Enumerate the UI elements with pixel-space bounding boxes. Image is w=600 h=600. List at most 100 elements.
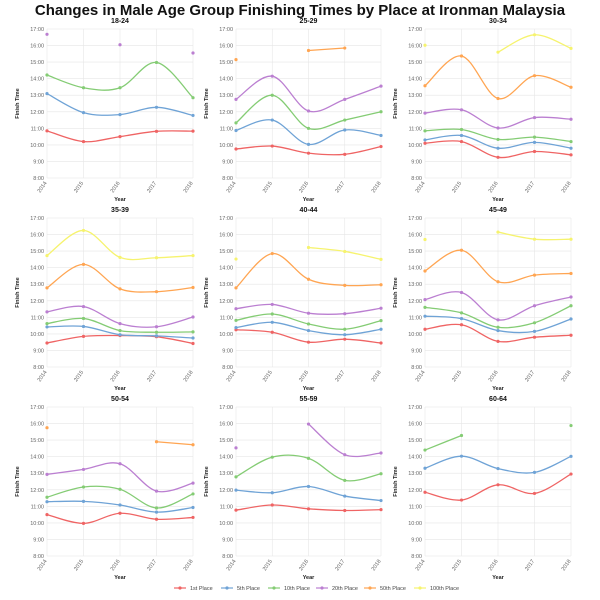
y-tick-label: 9:00	[33, 348, 44, 354]
data-point	[569, 146, 573, 150]
data-point	[423, 138, 427, 142]
data-point	[234, 307, 238, 311]
data-point	[423, 269, 427, 273]
x-tick-label: 2018	[561, 559, 573, 572]
data-point	[191, 113, 195, 118]
x-tick-label: 2018	[183, 181, 195, 194]
y-tick-label: 8:00	[33, 554, 44, 560]
y-tick-label: 14:00	[219, 266, 233, 272]
data-point	[234, 318, 238, 322]
series-line-50th-place	[308, 47, 345, 52]
data-point	[532, 149, 537, 154]
data-point	[343, 97, 347, 101]
panel-title: 50-54	[111, 396, 129, 403]
y-tick-label: 9:00	[222, 348, 233, 354]
data-point	[191, 336, 195, 340]
y-tick-label: 11:00	[31, 504, 44, 510]
x-tick-label: 2014	[37, 370, 49, 383]
data-point	[154, 330, 159, 334]
data-point	[496, 466, 500, 471]
y-tick-label: 15:00	[30, 438, 44, 444]
x-tick-label: 2016	[110, 559, 122, 572]
y-tick-label: 11:00	[220, 504, 233, 510]
data-point	[270, 93, 274, 97]
y-tick-label: 15:00	[219, 60, 233, 66]
data-point	[532, 491, 537, 496]
data-point	[306, 142, 311, 146]
data-point	[270, 330, 274, 334]
y-tick-label: 10:00	[30, 143, 44, 149]
data-point	[234, 121, 238, 125]
data-point	[343, 46, 347, 50]
y-tick-label: 10:00	[30, 521, 44, 527]
x-axis-label: Year	[114, 197, 126, 203]
y-tick-label: 17:00	[219, 27, 233, 33]
data-point	[118, 287, 122, 291]
data-point	[459, 498, 464, 502]
y-tick-label: 12:00	[30, 110, 44, 116]
data-point	[496, 96, 500, 101]
data-point	[496, 280, 500, 284]
data-point	[532, 33, 537, 37]
data-point	[154, 440, 159, 444]
y-tick-label: 16:00	[219, 44, 233, 50]
data-point	[118, 255, 122, 260]
legend-label: 10th Place	[284, 586, 310, 592]
data-point	[118, 86, 122, 90]
data-point	[45, 341, 49, 345]
data-point	[306, 245, 311, 250]
legend-label: 1st Place	[190, 586, 213, 592]
data-point	[459, 108, 464, 112]
data-point	[306, 311, 311, 315]
data-point	[45, 322, 49, 326]
data-point	[532, 321, 537, 325]
series-line-50th-place	[156, 441, 194, 446]
data-point	[459, 311, 464, 315]
data-point	[423, 305, 427, 309]
data-point	[154, 256, 159, 260]
data-point	[81, 228, 86, 233]
legend-marker	[272, 586, 276, 590]
panel-50-54: 8:00 9:00 10:00 11:00 12:00 13:00 14:00 15:00 16…	[15, 396, 195, 581]
x-tick-label: 2015	[451, 370, 463, 383]
data-point	[81, 86, 86, 90]
x-tick-label: 2015	[451, 559, 463, 572]
data-point	[379, 84, 383, 88]
panel-title: 35-39	[111, 207, 129, 214]
data-point	[191, 51, 195, 55]
data-point	[234, 325, 238, 330]
y-tick-label: 16:00	[408, 44, 422, 50]
data-point	[234, 286, 238, 290]
data-point	[496, 328, 500, 333]
x-tick-label: 2018	[561, 370, 573, 383]
x-tick-label: 2016	[298, 370, 310, 383]
x-axis-label: Year	[492, 386, 504, 392]
data-point	[154, 290, 159, 294]
x-tick-label: 2017	[334, 181, 346, 194]
y-tick-label: 9:00	[222, 537, 233, 543]
data-point	[379, 319, 383, 323]
data-point	[81, 304, 86, 309]
data-point	[306, 484, 311, 489]
panel-40-44: 8:00 9:00 10:00 11:00 12:00 13:00 14:00 15:00 16…	[204, 207, 383, 392]
x-axis-label: Year	[492, 197, 504, 203]
x-tick-label: 2018	[371, 370, 383, 383]
data-point	[270, 118, 274, 122]
legend-marker	[418, 586, 422, 590]
y-tick-label: 15:00	[30, 249, 44, 255]
data-point	[343, 128, 347, 132]
data-point	[234, 488, 238, 492]
y-tick-label: 17:00	[30, 216, 44, 222]
data-point	[191, 505, 195, 510]
data-point	[234, 97, 238, 101]
data-point	[191, 315, 195, 319]
x-tick-label: 2015	[262, 181, 274, 194]
y-tick-label: 10:00	[219, 143, 233, 149]
y-tick-label: 13:00	[408, 93, 422, 99]
x-tick-label: 2017	[146, 181, 158, 194]
data-point	[234, 147, 238, 151]
data-point	[343, 283, 347, 287]
y-tick-label: 13:00	[408, 471, 422, 477]
y-axis-label: Finish Time	[15, 277, 21, 307]
